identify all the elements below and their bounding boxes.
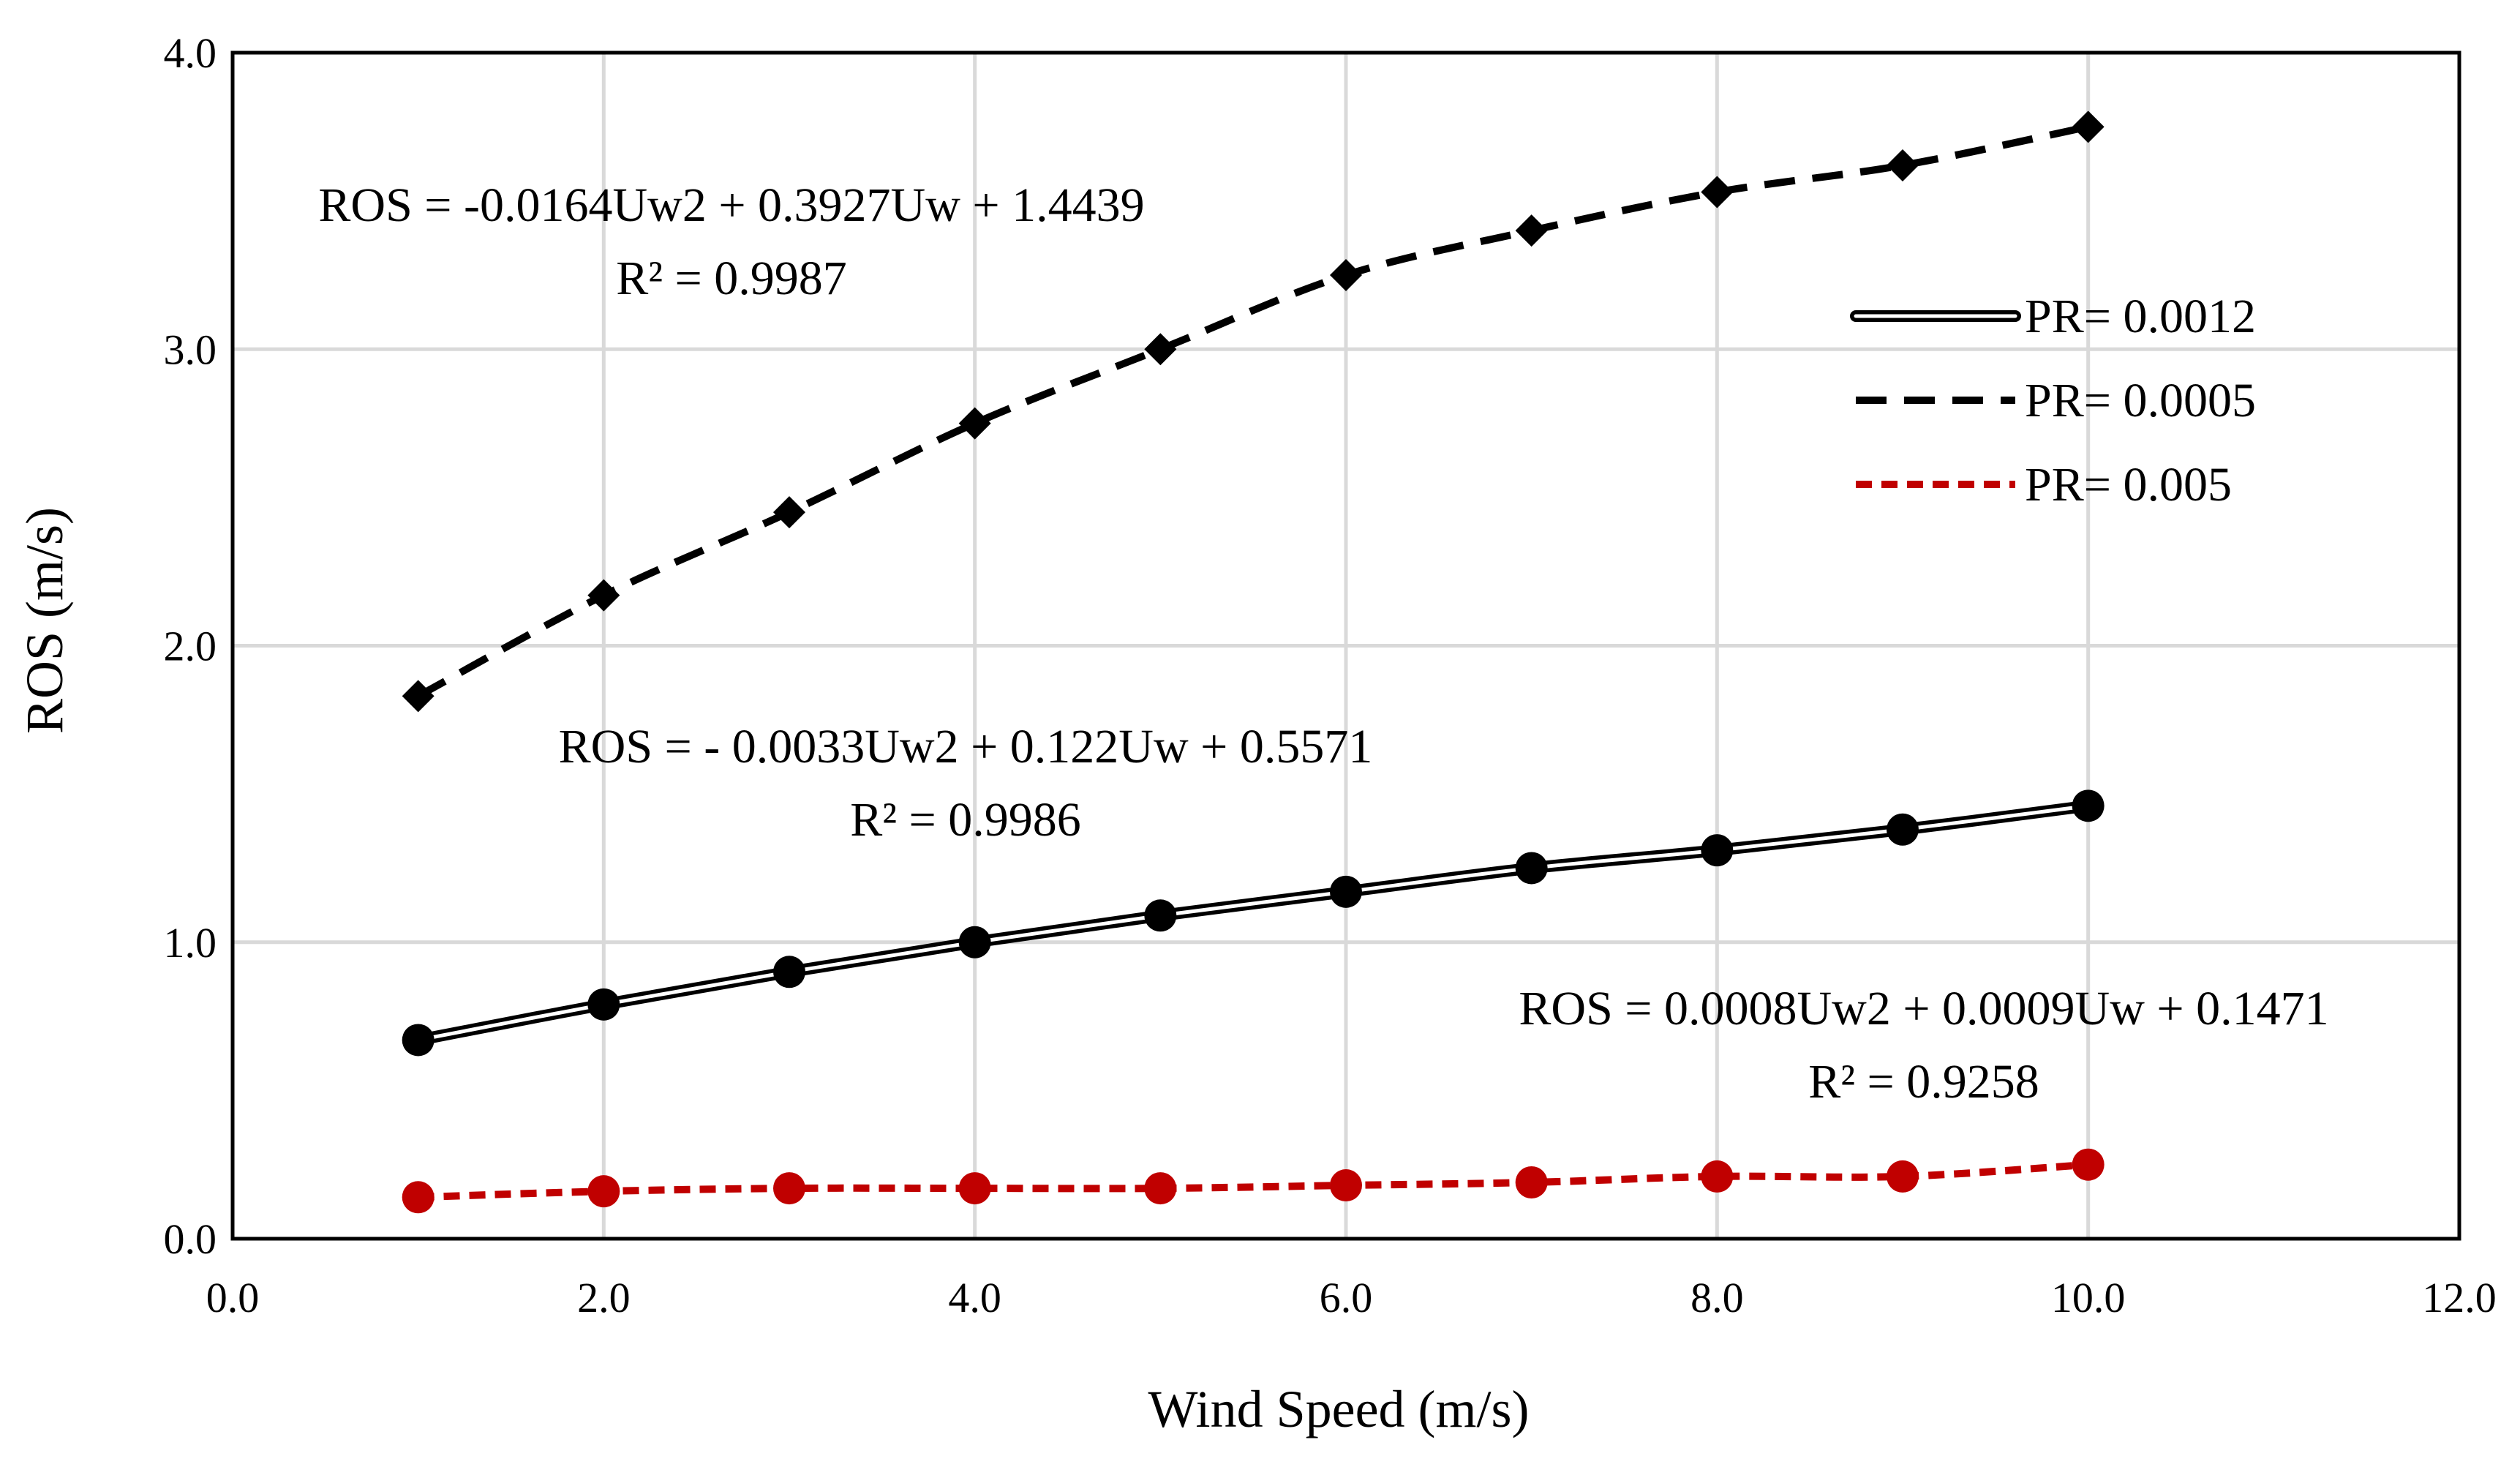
data-point-pr-0005 [587, 579, 620, 612]
trendline-equations: ROS = -0.0164Uw2 + 0.3927Uw + 1.4439 R² … [318, 179, 2328, 1108]
series-pr-0005 [402, 110, 2105, 713]
legend: PR= 0.0012 PR= 0.0005 PR= 0.005 [1850, 290, 2256, 511]
data-point-pr-0012 [2072, 789, 2105, 822]
data-point-pr-0005 [1701, 176, 1734, 209]
grid-lines [233, 53, 2459, 1239]
data-point-pr-005 [773, 1172, 805, 1205]
data-point-pr-0005 [2072, 110, 2105, 143]
y-tick-label: 4.0 [164, 29, 217, 77]
y-axis-title: ROS (m/s) [15, 507, 74, 734]
y-tick-labels: 0.0 1.0 2.0 3.0 4.0 [164, 29, 217, 1263]
x-tick-label: 2.0 [577, 1274, 631, 1321]
equation-pr-005-r2: R² = 0.9258 [1808, 1055, 2039, 1108]
data-point-pr-0012 [1330, 875, 1362, 908]
data-point-pr-0012 [1144, 899, 1177, 932]
series-line-pr-005 [418, 1160, 2088, 1201]
legend-item-pr-005: PR= 0.005 [1856, 458, 2232, 511]
legend-label-pr-0005: PR= 0.0005 [2025, 374, 2256, 427]
data-point-pr-005 [1701, 1160, 1734, 1193]
data-point-pr-0005 [1330, 258, 1362, 291]
equation-pr-0012-line1: ROS = - 0.0033Uw2 + 0.122Uw + 0.5571 [559, 720, 1373, 773]
series-pr-005 [402, 1148, 2105, 1214]
data-point-pr-0005 [773, 496, 805, 529]
data-point-pr-005 [2072, 1148, 2105, 1181]
data-point-pr-005 [587, 1175, 620, 1208]
series-line-pr-0005 [416, 123, 2089, 699]
data-point-pr-005 [1144, 1172, 1177, 1205]
series-line-pr-0012-inner [416, 803, 2091, 1042]
y-tick-label: 2.0 [164, 623, 217, 670]
data-point-pr-0012 [958, 926, 991, 958]
legend-item-pr-0005: PR= 0.0005 [1856, 374, 2256, 427]
x-tick-label: 4.0 [948, 1274, 1001, 1321]
data-point-pr-005 [1515, 1166, 1548, 1199]
legend-label-pr-005: PR= 0.005 [2025, 458, 2232, 511]
plot-frame [230, 50, 2461, 1241]
x-tick-labels: 0.0 2.0 4.0 6.0 8.0 10.0 12.0 [206, 1274, 2497, 1321]
data-point-pr-005 [1887, 1160, 1919, 1193]
legend-label-pr-0012: PR= 0.0012 [2025, 290, 2256, 343]
x-tick-label: 6.0 [1320, 1274, 1373, 1321]
x-axis-title: Wind Speed (m/s) [1148, 1380, 1529, 1438]
series-layer [402, 110, 2105, 1214]
x-tick-label: 10.0 [2051, 1274, 2126, 1321]
data-point-pr-0012 [773, 956, 805, 988]
equation-pr-005-line1: ROS = 0.0008Uw2 + 0.0009Uw + 0.1471 [1519, 982, 2328, 1035]
x-tick-label: 12.0 [2422, 1274, 2497, 1321]
data-point-pr-0012 [587, 988, 620, 1021]
data-point-pr-005 [402, 1181, 435, 1214]
data-point-pr-005 [1330, 1169, 1362, 1202]
equation-pr-0012-r2: R² = 0.9986 [850, 793, 1081, 847]
y-tick-label: 1.0 [164, 919, 217, 967]
data-point-pr-0005 [958, 407, 991, 440]
data-point-pr-0005 [1144, 333, 1177, 366]
data-point-pr-0012 [1515, 852, 1548, 885]
y-tick-label: 3.0 [164, 326, 217, 373]
data-point-pr-0005 [1887, 149, 1919, 181]
data-point-pr-0012 [402, 1024, 435, 1057]
y-tick-label: 0.0 [164, 1215, 217, 1263]
data-point-pr-005 [958, 1172, 991, 1205]
equation-pr-0005-line1: ROS = -0.0164Uw2 + 0.3927Uw + 1.4439 [318, 179, 1144, 232]
data-point-pr-0012 [1701, 834, 1734, 867]
data-point-pr-0012 [1887, 813, 1919, 846]
legend-item-pr-0012: PR= 0.0012 [1850, 290, 2256, 343]
series-pr-0012 [402, 789, 2105, 1057]
data-point-pr-0005 [402, 680, 435, 713]
equation-pr-0005-r2: R² = 0.9987 [616, 252, 847, 305]
x-tick-label: 0.0 [206, 1274, 260, 1321]
data-point-pr-0005 [1515, 214, 1548, 247]
x-tick-label: 8.0 [1690, 1274, 1744, 1321]
